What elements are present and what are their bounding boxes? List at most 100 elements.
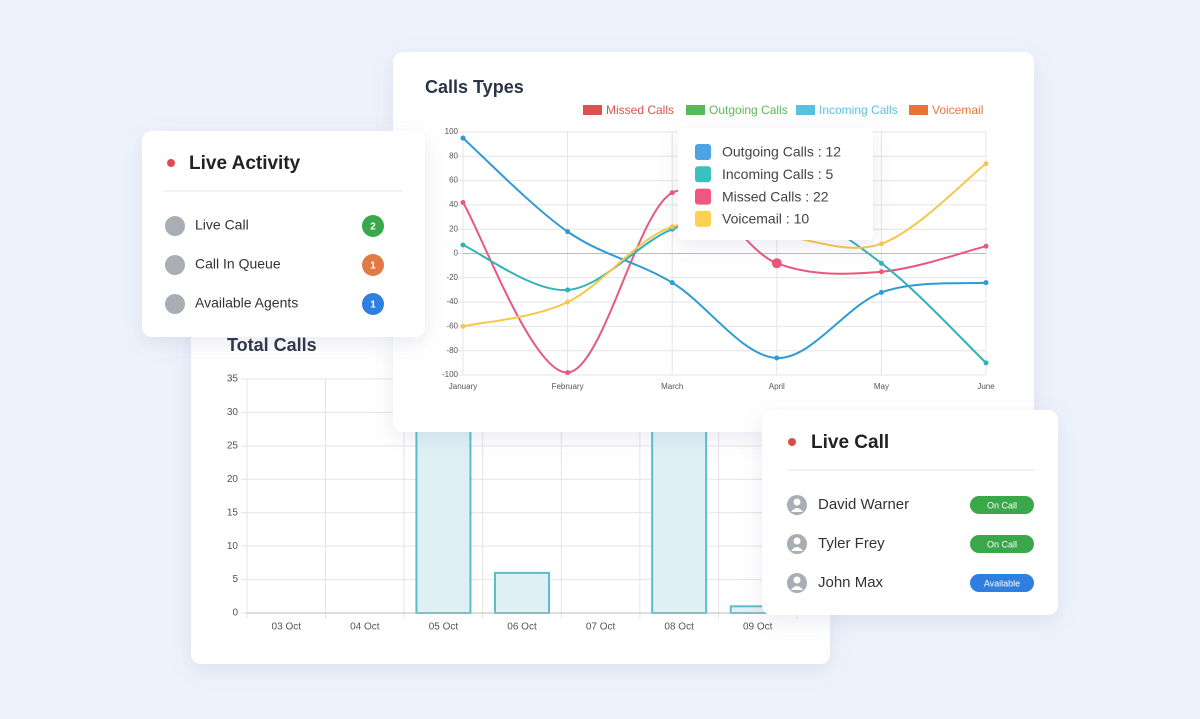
y-tick-label: 40 (449, 200, 458, 209)
row-label: Call In Queue (195, 256, 281, 272)
bar (494, 571, 550, 615)
x-tick-label: February (552, 382, 584, 391)
y-tick-label: 15 (227, 507, 239, 518)
avatar-body (791, 547, 803, 551)
data-point (669, 224, 675, 230)
avatar-body (791, 586, 803, 590)
data-point (878, 260, 884, 266)
y-tick-label: 10 (227, 541, 239, 552)
legend-swatch (909, 105, 928, 115)
row-label: Available Agents (195, 295, 298, 311)
x-tick-label: 07 Oct (586, 622, 616, 633)
x-tick-label: May (874, 382, 889, 391)
y-tick-label: -60 (446, 322, 458, 331)
y-tick-label: 30 (227, 407, 239, 418)
chart-title: Calls Types (425, 77, 524, 97)
calls-types-card: Calls Types -100 -80 -60 -40 -20 0 20 40 60 80 100… (393, 52, 1034, 432)
status-text: Available (984, 578, 1020, 588)
row-label: Live Call (195, 217, 249, 233)
row-icon (165, 216, 185, 236)
count-badge (362, 254, 384, 276)
status-pill (970, 496, 1034, 514)
data-point (878, 241, 884, 247)
tooltip-text: Incoming Calls : 5 (722, 166, 833, 182)
agent-name: Tyler Frey (818, 535, 885, 552)
data-point (565, 299, 571, 305)
status-text: On Call (987, 539, 1017, 549)
tooltip-text: Missed Calls : 22 (722, 188, 829, 204)
avatar-body (791, 508, 803, 512)
tooltip-swatch (695, 144, 711, 160)
data-point (878, 269, 884, 275)
y-tick-label: -20 (446, 273, 458, 282)
data-point (774, 355, 780, 361)
legend-label: Incoming Calls (819, 103, 898, 117)
live-activity-card: Live Activity Live Call 2 Call In Queue 1 Av… (142, 131, 425, 337)
card-bg (142, 131, 425, 337)
row-icon (165, 255, 185, 275)
data-point (983, 280, 989, 286)
card-bg (393, 52, 1034, 432)
tooltip-text: Voicemail : 10 (722, 211, 809, 227)
highlight-point (771, 258, 782, 269)
x-tick-label: January (449, 382, 477, 391)
y-tick-label: 60 (449, 176, 458, 185)
avatar-head (793, 537, 801, 545)
series-line (462, 137, 987, 359)
legend-swatch (796, 105, 815, 115)
data-point (565, 229, 571, 235)
card-title: Live Activity (189, 153, 301, 174)
tooltip-swatch (695, 166, 711, 183)
agent-name: David Warner (818, 496, 909, 513)
agent-name: John Max (818, 574, 884, 591)
y-tick-label: 35 (227, 374, 239, 385)
data-point (983, 360, 989, 366)
data-point (460, 135, 466, 141)
status-text: On Call (987, 500, 1017, 510)
chart-title: Total Calls (227, 335, 317, 355)
y-tick-label: 20 (449, 224, 458, 233)
avatar-head (793, 498, 801, 506)
count-badge (362, 293, 384, 315)
x-tick-label: 06 Oct (507, 622, 537, 633)
x-tick-label: 08 Oct (664, 622, 694, 633)
status-pill (970, 574, 1034, 592)
x-tick-label: April (769, 382, 785, 391)
y-tick-label: -100 (442, 370, 459, 379)
data-point (460, 199, 466, 205)
live-call-card: Live Call David Warner On Call Tyler Frey O… (762, 410, 1058, 615)
x-tick-label: 05 Oct (429, 622, 459, 633)
data-point (565, 287, 571, 293)
data-point (460, 323, 466, 329)
count-text: 1 (370, 300, 376, 311)
x-tick-label: March (661, 382, 683, 391)
tooltip-swatch (695, 210, 711, 227)
legend-label: Voicemail (932, 103, 983, 117)
count-badge (362, 215, 384, 237)
data-point (983, 243, 989, 249)
x-tick-label: June (977, 382, 995, 391)
y-tick-label: 20 (227, 474, 239, 485)
count-text: 1 (370, 261, 376, 272)
y-tick-label: -80 (446, 346, 458, 355)
x-tick-label: 04 Oct (350, 622, 380, 633)
row-icon (165, 294, 185, 314)
y-tick-label: 5 (232, 574, 238, 585)
tooltip-bg (678, 128, 873, 240)
tooltip-swatch (695, 188, 711, 205)
x-tick-label: 03 Oct (272, 622, 302, 633)
count-text: 2 (370, 222, 376, 233)
data-point (460, 242, 466, 248)
data-point (983, 161, 989, 167)
tooltip-text: Outgoing Calls : 12 (722, 144, 841, 160)
legend-label: Missed Calls (606, 103, 674, 117)
y-tick-label: 0 (232, 608, 238, 619)
data-point (565, 370, 571, 376)
data-point (669, 280, 675, 286)
data-point (878, 289, 884, 295)
legend-label: Outgoing Calls (709, 103, 788, 117)
y-tick-label: -40 (446, 297, 458, 306)
avatar-head (793, 576, 801, 584)
